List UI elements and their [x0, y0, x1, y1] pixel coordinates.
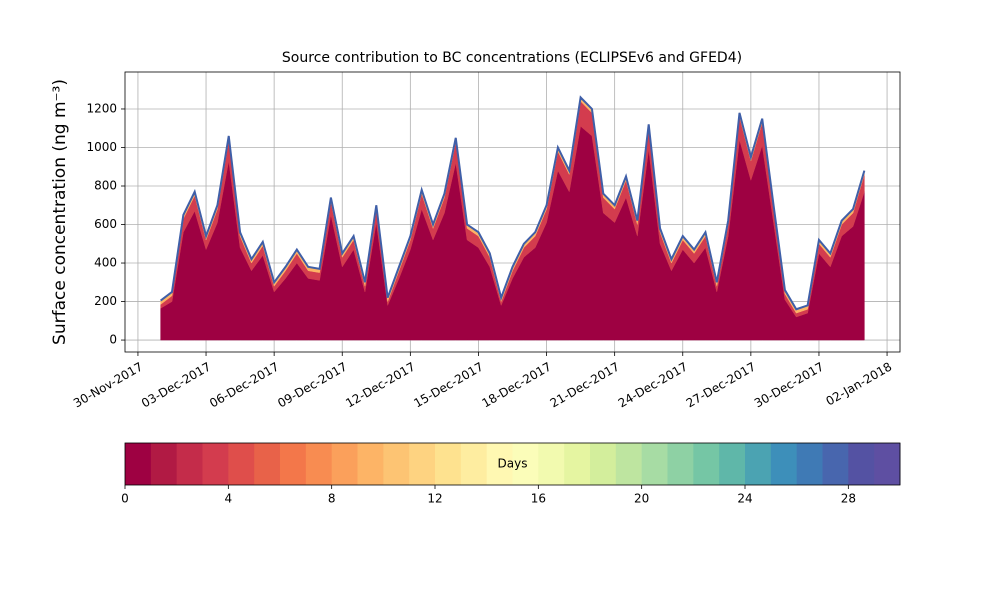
- colorbar-swatch: [848, 443, 875, 485]
- y-tick-label: 1000: [86, 140, 117, 154]
- colorbar-swatch: [641, 443, 668, 485]
- y-tick-label: 0: [109, 333, 117, 347]
- colorbar-swatch: [331, 443, 358, 485]
- x-tick-label: 18-Dec-2017: [480, 360, 554, 411]
- colorbar-tick-label: 16: [531, 492, 546, 506]
- colorbar-tick-label: 4: [225, 492, 233, 506]
- colorbar-swatch: [254, 443, 281, 485]
- y-tick-label: 400: [94, 256, 117, 270]
- plot-frame: [124, 71, 901, 353]
- colorbar-swatch: [693, 443, 720, 485]
- colorbar-swatch: [357, 443, 384, 485]
- colorbar-swatch: [202, 443, 229, 485]
- colorbar-label: Days: [498, 457, 528, 471]
- colorbar-swatch: [590, 443, 617, 485]
- colorbar-swatch: [460, 443, 488, 485]
- x-tick-label: 09-Dec-2017: [275, 360, 349, 411]
- colorbar-swatch: [512, 443, 539, 485]
- colorbar-swatch: [745, 443, 772, 485]
- colorbar-swatch: [770, 443, 798, 485]
- colorbar-swatch: [719, 443, 746, 485]
- area-layer: [160, 125, 865, 341]
- colorbar-tick-label: 24: [737, 492, 752, 506]
- colorbar-swatch: [150, 443, 178, 485]
- colorbar-tick-label: 20: [634, 492, 649, 506]
- y-tick-label: 200: [94, 294, 117, 308]
- y-axis-label: Surface concentration (ng m⁻³): [50, 79, 70, 345]
- colorbar-swatch: [228, 443, 255, 485]
- y-tick-label: 600: [94, 217, 117, 231]
- x-tick-label: 06-Dec-2017: [207, 360, 281, 411]
- x-tick-label: 24-Dec-2017: [616, 360, 690, 411]
- y-tick-label: 800: [94, 179, 117, 193]
- colorbar-swatch: [486, 443, 513, 485]
- x-tick-label: 30-Nov-2017: [71, 360, 145, 411]
- colorbar-swatch: [176, 443, 203, 485]
- x-tick-label: 02-Jan-2018: [824, 360, 895, 409]
- colorbar-swatch: [874, 443, 901, 485]
- x-tick-label: 03-Dec-2017: [139, 360, 213, 411]
- colorbar-swatch: [280, 443, 307, 485]
- colorbar-tick-label: 12: [427, 492, 442, 506]
- colorbar-swatch: [667, 443, 694, 485]
- colorbar-swatch: [564, 443, 591, 485]
- x-tick-label: 27-Dec-2017: [684, 360, 758, 411]
- colorbar-swatch: [615, 443, 643, 485]
- x-tick-label: 30-Dec-2017: [752, 360, 826, 411]
- colorbar-swatch: [125, 443, 152, 485]
- colorbar-swatch: [538, 443, 565, 485]
- colorbar-swatch: [409, 443, 436, 485]
- colorbar-swatch: [822, 443, 849, 485]
- x-tick-label: 15-Dec-2017: [411, 360, 485, 411]
- chart-title: Source contribution to BC concentrations…: [282, 50, 742, 66]
- colorbar-tick-label: 0: [121, 492, 129, 506]
- colorbar-tick-label: 8: [328, 492, 336, 506]
- colorbar-swatch: [305, 443, 333, 485]
- colorbar-swatch: [435, 443, 462, 485]
- colorbar-frame: [124, 442, 901, 486]
- x-tick-label: 21-Dec-2017: [548, 360, 622, 411]
- colorbar-tick-label: 28: [841, 492, 856, 506]
- outline: [160, 95, 866, 311]
- y-tick-label: 1200: [86, 101, 117, 115]
- x-tick-label: 12-Dec-2017: [343, 360, 417, 411]
- colorbar-swatch: [383, 443, 410, 485]
- colorbar-swatch: [796, 443, 823, 485]
